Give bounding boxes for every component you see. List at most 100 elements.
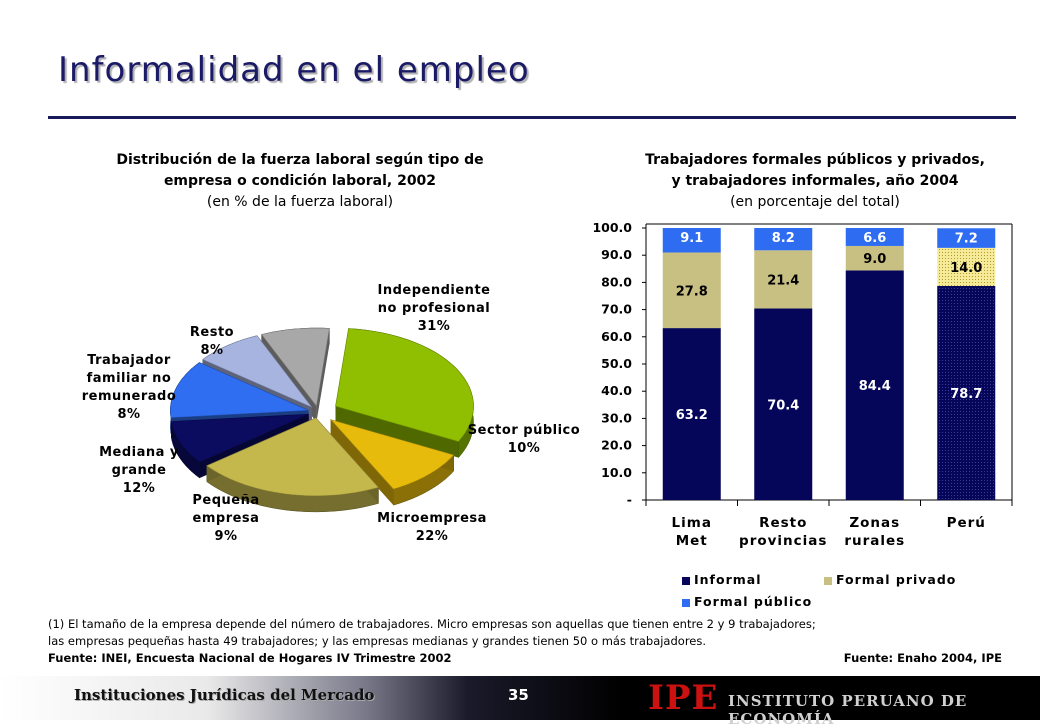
pie-slice-1 [329, 419, 455, 506]
bar-label-0-1: 27.8 [676, 284, 708, 299]
pie-slice-0 [335, 328, 474, 459]
bar-label-2-0: 84.4 [859, 379, 891, 394]
pie-label-resto: Resto 8% [182, 324, 242, 360]
bar-subtitle: (en porcentaje del total) [730, 194, 900, 210]
bar-1-0 [754, 308, 813, 500]
pie-label-microempresa: Microempresa 22% [372, 510, 492, 546]
pie-slice-wall-1-1 [330, 419, 394, 506]
pie-label-independiente-value: 31% [417, 319, 451, 334]
bar-2-2 [845, 228, 904, 246]
pie-label-independiente: Independiente no profesional 31% [364, 282, 504, 336]
bar-label-1-1: 21.4 [767, 273, 799, 288]
footnote-line2: las empresas pequeñas hasta 49 trabajado… [48, 634, 707, 648]
bar-label-3-1: 14.0 [950, 261, 982, 276]
legend-formal-privado-label: Formal privado [836, 572, 957, 587]
footer-bar: Instituciones Jurídicas del Mercado 35 I… [0, 676, 1040, 728]
bar-label-2-2: 6.6 [863, 231, 886, 246]
bar-3-2 [937, 228, 996, 248]
page-title: Informalidad en el empleo [58, 50, 530, 90]
bar-2-1 [845, 245, 904, 271]
x-tick-label-1: Resto [759, 515, 807, 531]
legend-formal-publico-label: Formal público [694, 594, 813, 609]
pie-label-sector-publico: Sector público 10% [466, 422, 582, 458]
legend-informal: Informal [682, 572, 762, 587]
bar-0-2 [662, 228, 721, 253]
ipe-logo-text: INSTITUTO PERUANO DE ECONOMÍA [728, 692, 968, 728]
pie-slice-top-1 [329, 419, 455, 490]
legend-formal-privado: Formal privado [824, 572, 956, 587]
bar-3-1 [937, 247, 996, 286]
legend-formal-privado-swatch [824, 576, 832, 585]
pie-slice-wall-6-1 [316, 328, 330, 423]
pie-slice-top-6 [261, 327, 330, 407]
legend-informal-swatch [682, 576, 690, 585]
pie-chart-title: Distribución de la fuerza laboral según … [60, 150, 540, 213]
bar-1-1 [754, 250, 813, 309]
bar-2-0 [845, 270, 904, 500]
pie-label-sector-publico-value: 10% [507, 441, 541, 456]
pie-label-familiar-name: Trabajador familiar no remunerado [81, 353, 177, 404]
footnotes: (1) El tamaño de la empresa depende del … [48, 616, 1008, 667]
x-tick-label-3: Perú [947, 515, 986, 531]
pie-label-independiente-name: Independiente no profesional [377, 283, 491, 316]
pie-label-resto-value: 8% [200, 343, 224, 358]
pie-slice-wall-0-1 [335, 406, 459, 458]
bar-0-1 [662, 252, 721, 329]
pie-label-familiar-value: 8% [117, 407, 141, 422]
pie-slice-top-5 [202, 335, 313, 408]
y-tick-label: 30.0 [601, 410, 632, 425]
pie-label-mediana-value: 12% [122, 481, 156, 496]
source-right: Fuente: Enaho 2004, IPE [843, 651, 1002, 665]
pie-label-mediana: Mediana y grande 12% [96, 444, 182, 498]
x-tick-label-2: Zonas [849, 515, 900, 531]
pie-slice-top-3 [170, 413, 309, 463]
bar-chart-title: Trabajadores formales públicos y privado… [590, 150, 1040, 213]
bar-label-0-2: 9.1 [680, 231, 703, 246]
bar-label-0-0: 63.2 [676, 408, 708, 423]
footnote-line1: (1) El tamaño de la empresa depende del … [48, 617, 816, 631]
bar-3-0 [937, 285, 996, 500]
pie-label-microempresa-value: 22% [415, 529, 449, 544]
y-tick-label: 50.0 [601, 356, 632, 371]
y-tick-label: 20.0 [601, 438, 632, 453]
pie-slice-2 [206, 417, 380, 513]
pie-label-microempresa-name: Microempresa [377, 511, 487, 526]
bar-label-2-1: 9.0 [863, 252, 886, 267]
bar-title-line1: Trabajadores formales públicos y privado… [645, 152, 985, 168]
legend-informal-label: Informal [694, 572, 762, 587]
pie-title-line1: Distribución de la fuerza laboral según … [116, 152, 484, 168]
y-tick-label: 80.0 [601, 274, 632, 289]
bar-0-0 [662, 328, 721, 500]
legend-formal-publico: Formal público [682, 594, 812, 609]
title-divider [48, 116, 1016, 119]
x-tick-label-2: rurales [844, 533, 905, 549]
bar-label-1-2: 8.2 [772, 231, 795, 246]
bar-label-3-2: 7.2 [955, 231, 978, 246]
y-tick-label: 10.0 [601, 465, 632, 480]
bar-label-3-0: 78.7 [950, 387, 982, 402]
pie-slice-top-0 [335, 328, 474, 442]
y-tick-label: 40.0 [601, 383, 632, 398]
pie-label-resto-name: Resto [189, 325, 235, 340]
bar-title-line2: y trabajadores informales, año 2004 [671, 173, 959, 189]
footer-institution: Instituciones Jurídicas del Mercado [74, 686, 375, 704]
x-tick-label-0: Lima [672, 515, 712, 531]
pie-label-pequena: Pequeña empresa 9% [182, 492, 270, 546]
bar-label-1-0: 70.4 [767, 398, 799, 413]
y-tick-label: 90.0 [601, 247, 632, 262]
pie-title-line2: empresa o condición laboral, 2002 [163, 173, 437, 189]
pie-label-mediana-name: Mediana y grande [99, 445, 179, 478]
pie-label-sector-publico-name: Sector público [467, 423, 581, 438]
y-tick-label: 60.0 [601, 329, 632, 344]
y-tick-label: 70.0 [601, 302, 632, 317]
ipe-logo: IPE [648, 678, 719, 718]
x-tick-label-0: Met [676, 533, 708, 549]
y-tick-label: 100.0 [592, 220, 632, 235]
pie-slice-top-2 [206, 417, 380, 497]
pie-label-familiar: Trabajador familiar no remunerado 8% [78, 352, 180, 424]
x-tick-label-1: provincias [739, 533, 827, 549]
legend-formal-publico-swatch [682, 598, 690, 607]
bar-1-2 [754, 228, 813, 251]
